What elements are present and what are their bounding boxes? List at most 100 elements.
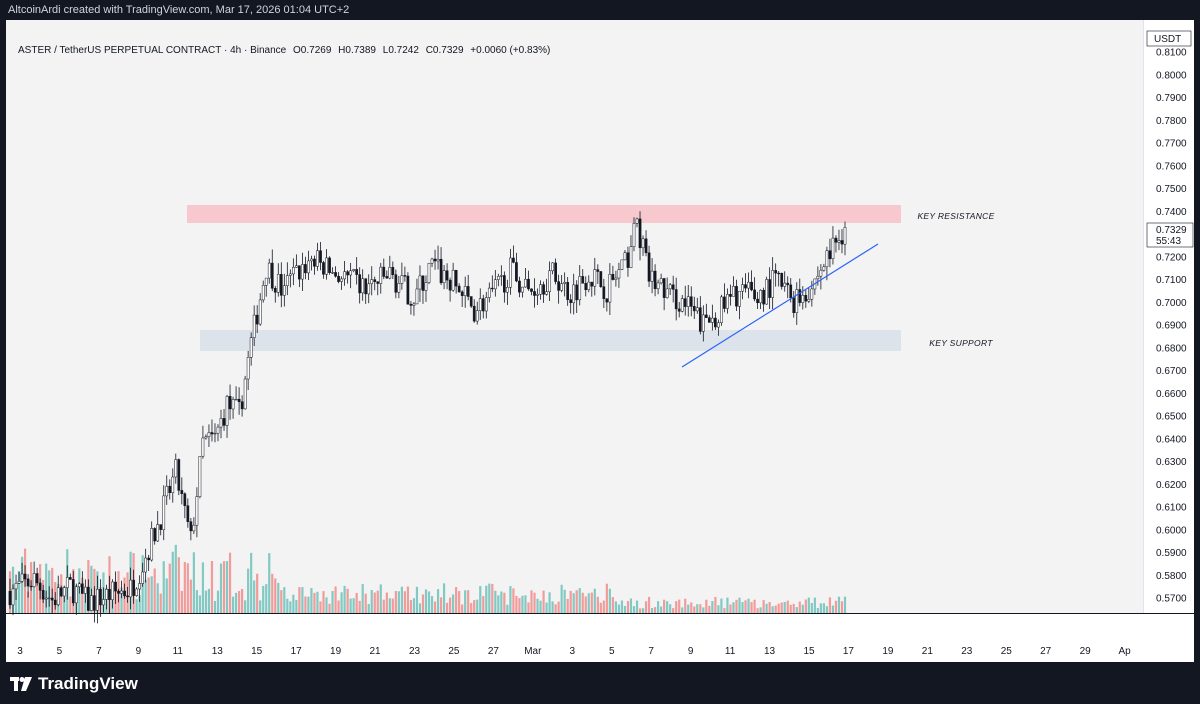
- volume-bar: [596, 596, 599, 613]
- volume-bar: [500, 591, 503, 613]
- volume-bar: [455, 587, 458, 613]
- volume-bar: [400, 586, 403, 613]
- candle-body: [90, 595, 93, 611]
- volume-bar: [669, 604, 672, 613]
- volume-bar: [644, 601, 648, 613]
- volume-bar: [292, 594, 295, 613]
- candle-body: [391, 267, 395, 275]
- volume-bar: [171, 551, 174, 613]
- candle-body: [421, 275, 425, 291]
- candle-body: [56, 587, 60, 606]
- volume-bar: [156, 583, 159, 613]
- candle-body: [798, 289, 802, 303]
- volume-bar: [807, 597, 810, 613]
- time-tick-label: 17: [843, 646, 855, 657]
- volume-bar: [289, 601, 292, 613]
- tradingview-logo-icon: [10, 677, 32, 691]
- volume-bar: [195, 590, 198, 613]
- candle-body: [487, 287, 491, 298]
- last-price-label: 0.7329: [1156, 225, 1187, 236]
- time-tick-label: 11: [173, 646, 184, 657]
- chart-frame[interactable]: KEY RESISTANCE KEY SUPPORT 0.8100 0.8000 0…: [6, 20, 1194, 662]
- volume-bar: [439, 597, 443, 613]
- volume-bar: [647, 596, 651, 613]
- candle-body: [403, 275, 407, 277]
- support-zone[interactable]: [200, 330, 901, 351]
- price-tick-label: 0.6600: [1156, 389, 1187, 400]
- candle-body: [394, 274, 398, 293]
- candle-body: [35, 573, 39, 584]
- price-tick-label: 0.7900: [1156, 93, 1187, 104]
- candle-body: [301, 264, 304, 280]
- candle-body: [569, 299, 573, 303]
- candle-body: [659, 278, 663, 284]
- candle-body: [692, 306, 696, 312]
- candle-body: [596, 269, 600, 272]
- chart-plot-area[interactable]: [6, 20, 1143, 613]
- candle-body: [804, 295, 808, 302]
- candle-body: [617, 269, 621, 279]
- candle-body: [469, 296, 473, 307]
- candle-body: [108, 589, 111, 600]
- ohlc-low: L0.7242: [382, 45, 419, 56]
- candle-body: [653, 270, 657, 290]
- candle-body: [162, 495, 166, 530]
- price-tick-label: 0.6200: [1156, 480, 1187, 491]
- resistance-zone[interactable]: [187, 205, 901, 223]
- volume-bar: [548, 592, 551, 613]
- volume-bar: [494, 590, 497, 613]
- time-scale[interactable]: [6, 613, 1194, 662]
- price-chart[interactable]: KEY RESISTANCE KEY SUPPORT 0.81000.80000…: [6, 20, 1194, 662]
- candle-body: [150, 528, 154, 561]
- candle-body: [506, 287, 509, 293]
- candle-body: [566, 282, 570, 300]
- candle-body: [671, 284, 675, 290]
- time-tick-label: 7: [648, 646, 654, 657]
- candle-body: [789, 284, 793, 299]
- volume-bar: [653, 607, 657, 613]
- volume-bar: [693, 606, 696, 613]
- candle-body: [126, 595, 129, 598]
- candle-body: [587, 281, 591, 290]
- candle-body: [62, 587, 66, 597]
- candle-body: [590, 281, 594, 287]
- price-scale[interactable]: [1143, 20, 1194, 613]
- volume-bar: [204, 590, 208, 613]
- candle-body: [729, 294, 732, 297]
- volume-bar: [421, 594, 425, 613]
- volume-bar: [789, 604, 792, 613]
- volume-bar: [780, 602, 783, 613]
- candle-body: [355, 269, 359, 275]
- volume-bar: [415, 586, 419, 613]
- volume-bar: [539, 600, 542, 613]
- volume-bar: [162, 561, 165, 613]
- candle-body: [496, 276, 500, 280]
- time-tick-label: 9: [688, 646, 694, 657]
- volume-bar: [560, 584, 563, 613]
- candle-body: [515, 262, 518, 282]
- volume-bar: [81, 577, 84, 613]
- candle-body: [346, 271, 349, 276]
- candle-body: [334, 272, 337, 277]
- volume-bar: [180, 590, 183, 613]
- volume-bar: [738, 597, 741, 613]
- candle-body: [732, 286, 735, 297]
- candle-body: [765, 279, 768, 305]
- volume-bar: [497, 595, 500, 613]
- price-tick-label: 0.7400: [1156, 207, 1187, 218]
- candle-body: [192, 524, 196, 532]
- volume-bar: [17, 571, 21, 613]
- support-label: KEY SUPPORT: [929, 338, 993, 348]
- volume-bar: [599, 602, 602, 613]
- ascending-trendline[interactable]: [681, 243, 879, 368]
- candle-body: [551, 262, 554, 272]
- candle-body: [370, 279, 374, 285]
- volume-bar: [491, 583, 494, 613]
- volume-bar: [515, 595, 518, 613]
- candle-body: [741, 284, 744, 292]
- volume-bar: [189, 579, 192, 613]
- volume-bar: [325, 597, 328, 613]
- volume-bar: [777, 603, 780, 613]
- candle-body: [195, 496, 199, 526]
- price-tick-label: 0.7100: [1156, 275, 1187, 286]
